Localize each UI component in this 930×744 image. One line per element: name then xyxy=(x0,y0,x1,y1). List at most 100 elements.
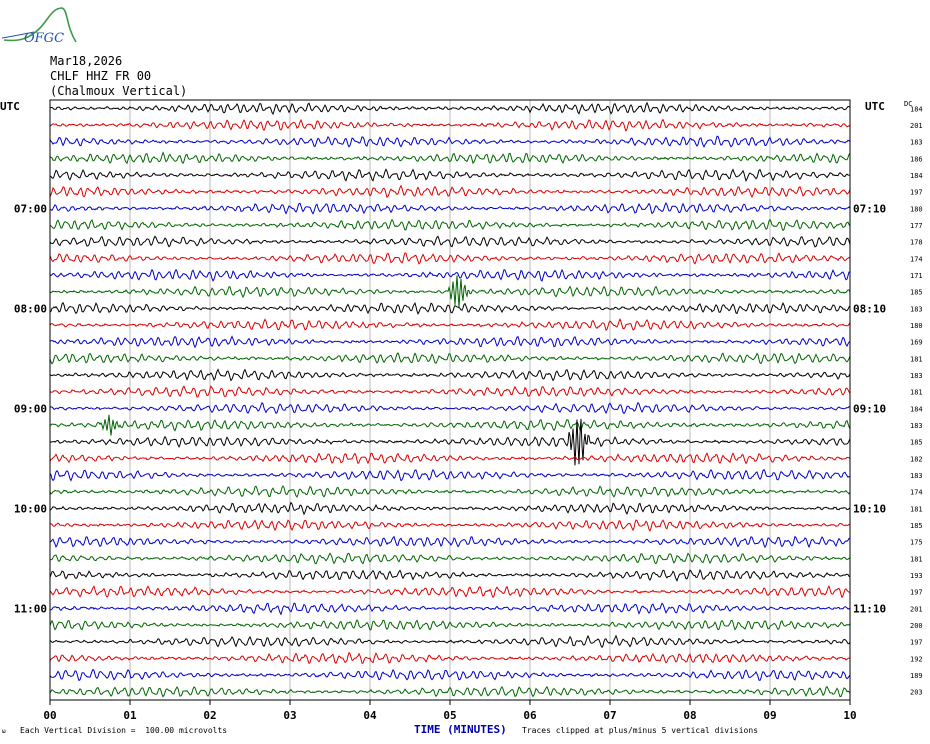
trace-line-34 xyxy=(49,668,851,682)
trace-line-16 xyxy=(49,368,851,382)
trace-line-31 xyxy=(49,619,851,631)
trace-line-35 xyxy=(49,685,851,698)
dc-offset-label: 183 xyxy=(910,422,923,430)
dc-offset-label: 184 xyxy=(910,172,923,180)
trace-line-11 xyxy=(49,275,851,308)
trace-line-0 xyxy=(49,101,851,116)
dc-offset-label: 181 xyxy=(910,505,923,513)
dc-offset-label: 183 xyxy=(910,372,923,380)
dc-offset-label: 185 xyxy=(910,522,923,530)
trace-line-19 xyxy=(49,414,851,436)
x-tick-label: 05 xyxy=(443,709,456,722)
trace-line-15 xyxy=(49,352,851,365)
dc-offset-label: 184 xyxy=(910,405,923,413)
logo-text: OFGC xyxy=(24,31,64,46)
x-tick-label: 10 xyxy=(843,709,856,722)
left-utc-label: UTC xyxy=(0,100,20,113)
trace-line-32 xyxy=(49,634,851,649)
x-tick-label: 02 xyxy=(203,709,216,722)
clip-note: Traces clipped at plus/minus 5 vertical … xyxy=(522,726,759,735)
trace-line-1 xyxy=(49,118,851,132)
dc-offset-label: 183 xyxy=(910,139,923,147)
trace-line-3 xyxy=(49,151,851,165)
trace-line-22 xyxy=(49,468,851,482)
dc-offset-label: 181 xyxy=(910,555,923,563)
x-axis-ticks: 00 01 02 03 04 05 06 07 08 09 10 xyxy=(43,700,857,722)
station-label: CHLF HHZ FR 00 xyxy=(50,69,152,83)
grid-lines xyxy=(129,100,771,700)
trace-line-30 xyxy=(49,602,851,616)
left-hour-label: 11:00 xyxy=(14,602,47,615)
right-hour-label: 09:10 xyxy=(853,402,886,415)
dc-offset-label: 203 xyxy=(910,689,923,697)
dc-offset-label: 197 xyxy=(910,189,923,197)
x-tick-label: 00 xyxy=(43,709,56,722)
left-hour-label: 07:00 xyxy=(14,202,47,215)
right-hour-label: 10:10 xyxy=(853,502,886,515)
x-tick-label: 01 xyxy=(123,709,137,722)
dc-offset-label: 197 xyxy=(910,639,923,647)
dc-offset-label: 192 xyxy=(910,655,923,663)
x-tick-label: 08 xyxy=(683,709,696,722)
dc-offset-label: 183 xyxy=(910,472,923,480)
left-hour-label: 09:00 xyxy=(14,402,47,415)
dc-offset-label: 193 xyxy=(910,572,923,580)
dc-offset-label: 169 xyxy=(910,339,923,347)
trace-line-21 xyxy=(49,452,851,465)
trace-line-26 xyxy=(49,535,851,549)
dc-offset-label: 171 xyxy=(910,272,923,280)
trace-line-5 xyxy=(49,184,851,199)
dc-offset-label: 180 xyxy=(910,205,923,213)
trace-line-12 xyxy=(49,301,851,315)
trace-line-9 xyxy=(49,252,851,265)
trace-line-4 xyxy=(49,168,851,183)
x-tick-label: 04 xyxy=(363,709,377,722)
left-hour-label: 08:00 xyxy=(14,302,47,315)
trace-line-10 xyxy=(49,268,851,282)
dc-offset-label: 178 xyxy=(910,239,923,247)
dc-offset-label: 174 xyxy=(910,489,923,497)
left-hour-label: 10:00 xyxy=(14,502,47,515)
right-utc-label: UTC xyxy=(865,100,885,113)
trace-line-27 xyxy=(49,552,851,565)
dc-offset-label: 174 xyxy=(910,255,923,263)
trace-line-20 xyxy=(49,418,851,466)
x-tick-label: 03 xyxy=(283,709,296,722)
trace-line-8 xyxy=(49,235,851,248)
dc-offset-label: 186 xyxy=(910,155,923,163)
dc-offset-label: 180 xyxy=(910,322,923,330)
dc-offset-label: 185 xyxy=(910,439,923,447)
trace-line-33 xyxy=(49,651,851,665)
right-hour-label: 07:10 xyxy=(853,202,886,215)
x-tick-label: 09 xyxy=(763,709,776,722)
ofgc-logo: OFGC xyxy=(1,7,77,46)
dc-offset-label: 175 xyxy=(910,539,923,547)
dc-offset-label: 201 xyxy=(910,605,923,613)
dc-offset-label: 189 xyxy=(910,672,923,680)
dc-offset-label: 201 xyxy=(910,122,923,130)
x-tick-label: 06 xyxy=(523,709,537,722)
trace-line-7 xyxy=(49,218,851,232)
trace-line-23 xyxy=(49,485,851,498)
date-label: Mar18,2026 xyxy=(50,54,123,68)
dc-offset-label: 183 xyxy=(910,305,923,313)
dc-offset-label: 184 xyxy=(910,105,923,113)
trace-line-2 xyxy=(49,135,851,148)
trace-line-29 xyxy=(49,584,851,599)
right-hour-label: 08:10 xyxy=(853,302,886,315)
dc-offset-label: 182 xyxy=(910,455,923,463)
dc-offset-label: 177 xyxy=(910,222,923,230)
x-axis-title: TIME (MINUTES) xyxy=(414,723,507,736)
trace-line-28 xyxy=(49,568,851,582)
location-label: (Chalmoux Vertical) xyxy=(50,84,188,98)
corner-mark: ω xyxy=(2,728,6,735)
dc-offset-label: 200 xyxy=(910,622,923,630)
trace-line-25 xyxy=(49,519,851,532)
vertical-division-note: Each Vertical Division = 100.00 microvol… xyxy=(20,726,228,735)
x-tick-label: 07 xyxy=(603,709,616,722)
right-hour-label: 11:10 xyxy=(853,602,886,615)
dc-offset-label: 185 xyxy=(910,289,923,297)
trace-line-6 xyxy=(49,201,851,215)
axis-labels: 07:00 08:00 09:00 10:00 11:00 07:10 08:10 09:10… xyxy=(14,105,923,696)
